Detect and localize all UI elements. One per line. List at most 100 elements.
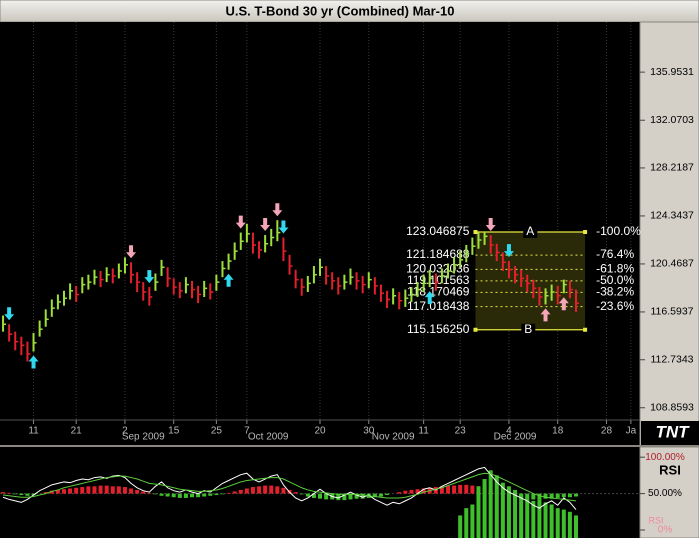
histogram-bar: [165, 493, 170, 497]
histogram-bar: [318, 493, 322, 499]
histogram-bar: [62, 489, 66, 494]
histogram-bar: [86, 486, 91, 494]
histogram-bar: [31, 493, 36, 496]
volume-bar: [464, 508, 469, 538]
chart-title: U.S. T-Bond 30 yr (Combined) Mar-10: [226, 3, 455, 18]
histogram-bar: [446, 485, 450, 494]
logo-box: [641, 421, 699, 445]
histogram-bar: [49, 490, 54, 494]
histogram-bar: [354, 493, 359, 499]
histogram-bar: [458, 484, 463, 494]
histogram-bar: [129, 488, 134, 494]
fib-price-label: 115.156250: [407, 322, 470, 336]
fib-price-label: 118.170469: [407, 285, 470, 299]
histogram-bar: [183, 493, 188, 498]
volume-bar: [525, 497, 530, 538]
histogram-bar: [348, 493, 353, 500]
indicator-legend: RSI: [648, 515, 663, 525]
histogram-bar: [13, 493, 18, 495]
indicator-label: RSI: [659, 462, 681, 477]
fib-handle: [583, 327, 588, 332]
y-tick-label: 100.00%: [645, 452, 685, 463]
signal-arrow: [144, 270, 155, 284]
signal-arrow: [28, 355, 39, 369]
volume-bar: [555, 508, 560, 538]
histogram-bar: [372, 493, 377, 498]
histogram-bar: [220, 493, 225, 495]
x-tick-label: 25: [211, 426, 223, 437]
x-tick-label: 4: [506, 426, 512, 437]
signal-arrow: [503, 244, 514, 258]
y-tick-label: 116.5937: [650, 306, 693, 318]
volume-bar: [513, 489, 518, 538]
fib-tag-box: [523, 226, 538, 239]
y-tick-label: 135.9531: [650, 66, 694, 78]
histogram-bar: [263, 485, 268, 494]
volume-bar: [476, 486, 481, 538]
x-tick-label: 7: [244, 426, 250, 437]
histogram-bar: [421, 488, 426, 494]
histogram-bar: [409, 489, 414, 494]
histogram-bar: [257, 486, 262, 494]
histogram-bar: [80, 487, 85, 494]
signal-arrow: [540, 308, 551, 322]
x-tick-label: 18: [552, 426, 564, 437]
fib-pct-label: -76.4%: [596, 247, 634, 261]
histogram-bar: [549, 493, 554, 499]
x-tick-label: 2: [122, 426, 128, 437]
histogram-bar: [360, 493, 365, 499]
histogram-bar: [293, 492, 298, 494]
signal-arrow: [260, 218, 271, 232]
histogram-bar: [208, 493, 213, 496]
fib-pct-label: -38.2%: [596, 285, 634, 299]
histogram-bar: [1, 492, 6, 494]
month-label: Oct 2009: [248, 432, 289, 443]
fib-end-label: B: [524, 322, 532, 336]
y-tick-label: 50.00%: [648, 488, 682, 499]
histogram-bar: [92, 486, 97, 494]
histogram-bar: [537, 493, 542, 500]
month-label: Sep 2009: [122, 432, 165, 443]
histogram-bar: [190, 493, 194, 498]
histogram-bar: [470, 485, 475, 494]
histogram-bar: [110, 486, 115, 494]
y-tick-label: 124.3437: [650, 210, 694, 222]
fib-handle: [473, 230, 478, 235]
month-label: Nov 2009: [372, 432, 415, 443]
indicator-line: [2, 466, 577, 510]
volume-bar: [494, 475, 499, 538]
volume-bar: [458, 515, 463, 538]
volume-bar: [537, 499, 542, 538]
histogram-bar: [525, 493, 530, 499]
signal-arrow: [485, 218, 496, 232]
histogram-bar: [244, 488, 249, 494]
signal-arrow: [126, 245, 137, 259]
histogram-bar: [202, 493, 207, 497]
histogram-bar: [141, 491, 146, 494]
volume-bar: [500, 482, 505, 538]
y-tick-label: 108.8593: [650, 402, 694, 414]
histogram-bar: [122, 487, 127, 494]
histogram-bar: [43, 492, 48, 494]
x-tick-label: 28: [601, 426, 613, 437]
x-tick-label: 30: [363, 426, 375, 437]
histogram-bar: [226, 492, 231, 494]
fib-handle: [583, 230, 588, 235]
fib-pct-label: -50.0%: [596, 273, 634, 287]
histogram-bar: [403, 490, 408, 494]
histogram-bar: [98, 485, 103, 494]
y-tick-label: 120.4687: [650, 258, 694, 270]
indicator-axis: [639, 446, 699, 538]
fib-price-label: 117.018438: [407, 299, 470, 313]
histogram-bar: [214, 493, 219, 496]
fib-pct-label: -100.0%: [596, 224, 641, 238]
volume-bar: [549, 504, 554, 538]
histogram-bar: [324, 493, 329, 500]
signal-arrow: [278, 220, 289, 234]
fib-tag-box: [521, 323, 536, 336]
volume-bar: [531, 500, 536, 538]
histogram-bar: [55, 489, 60, 494]
volume-bar: [574, 515, 578, 538]
histogram-bar: [116, 486, 121, 494]
